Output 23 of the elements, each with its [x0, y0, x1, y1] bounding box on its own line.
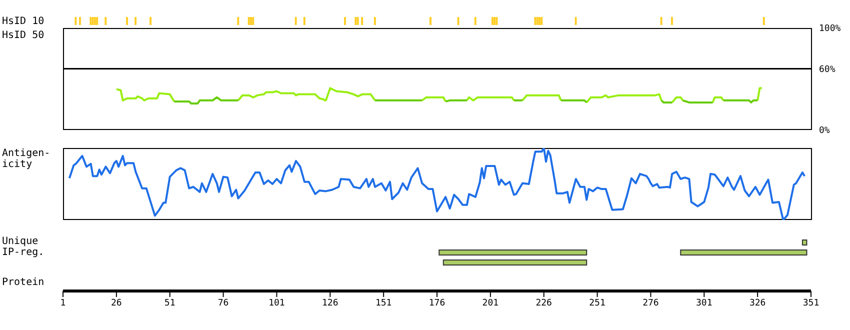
x-tick-label: 301	[696, 298, 712, 308]
x-tick-label: 26	[111, 298, 122, 308]
x-tick-label: 76	[218, 298, 229, 308]
x-tick-label: 276	[642, 298, 659, 308]
chart-title: HsID 10	[2, 16, 46, 27]
x-tick-label: 326	[749, 298, 766, 308]
y-tick-label: 100%	[819, 24, 842, 34]
text: Antigen-icity	[2, 148, 52, 170]
x-tick-label: 51	[164, 298, 176, 308]
x-tick-label: 126	[322, 298, 338, 308]
x-axis-title: Protein	[2, 277, 44, 288]
y-tick-label: 60%	[819, 64, 836, 75]
y-tick-label: 0%	[819, 126, 830, 136]
x-tick-label: 251	[589, 298, 606, 308]
x-tick-label: 351	[802, 298, 820, 308]
chart-title: HsID 50	[2, 30, 46, 41]
chart-title: Unique IP-reg.	[2, 236, 46, 258]
x-tick-label: 151	[375, 298, 392, 308]
x-tick-label: 1	[60, 298, 66, 308]
x-tick-label: 176	[428, 298, 446, 308]
x-tick-label: 101	[268, 298, 285, 308]
x-tick-label: 226	[536, 298, 552, 308]
x-tick-label: 201	[482, 298, 499, 308]
